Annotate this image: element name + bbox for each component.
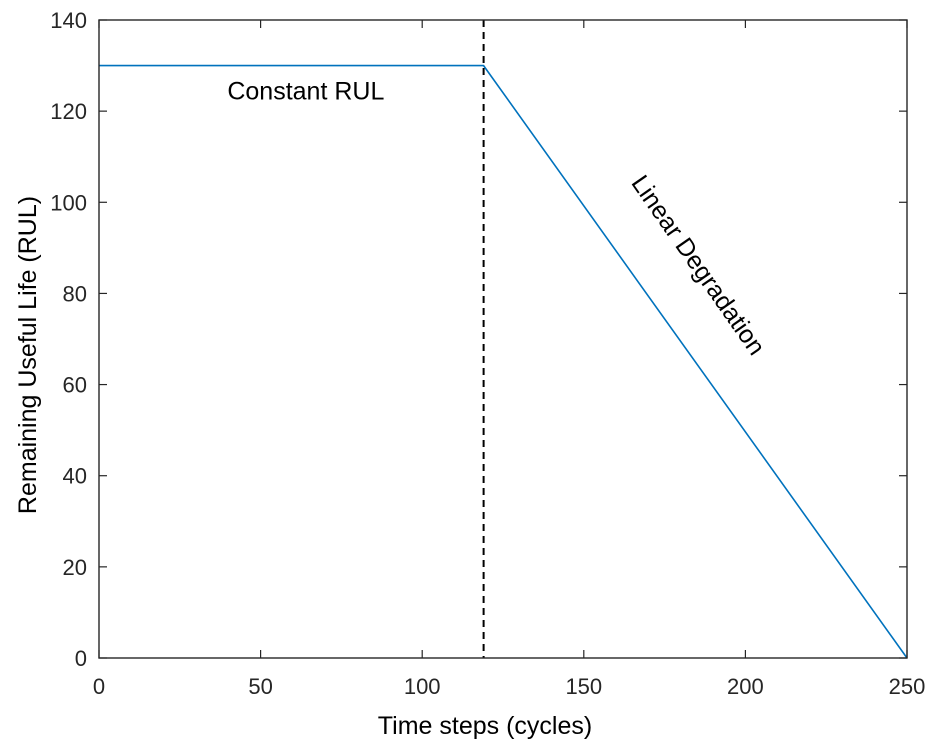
- annotation-label: Constant RUL: [227, 78, 384, 106]
- y-tick-label: 40: [63, 464, 87, 489]
- x-tick-label: 50: [248, 674, 272, 699]
- y-tick-label: 20: [63, 555, 87, 580]
- y-tick-label: 140: [50, 8, 87, 33]
- x-tick-label: 250: [889, 674, 926, 699]
- y-tick-label: 80: [63, 281, 87, 306]
- y-tick-label: 0: [75, 646, 87, 671]
- axis-tick-labels: 0 50 100 150 200 250 0 20 40 60 80 100 120 140: [50, 8, 925, 699]
- y-axis-title: Remaining Useful Life (RUL): [14, 196, 42, 514]
- plot-background: [99, 20, 907, 658]
- x-tick-label: 100: [404, 674, 441, 699]
- plot-frame: [98, 19, 908, 659]
- x-tick-label: 200: [727, 674, 764, 699]
- x-axis-title: Time steps (cycles): [378, 712, 592, 740]
- x-tick-label: 150: [565, 674, 602, 699]
- rul-line: [99, 64, 908, 659]
- y-tick-label: 100: [50, 190, 87, 215]
- series-layer: [99, 20, 908, 659]
- y-tick-label: 120: [50, 99, 87, 124]
- x-tick-label: 0: [93, 674, 105, 699]
- y-tick-label: 60: [63, 373, 87, 398]
